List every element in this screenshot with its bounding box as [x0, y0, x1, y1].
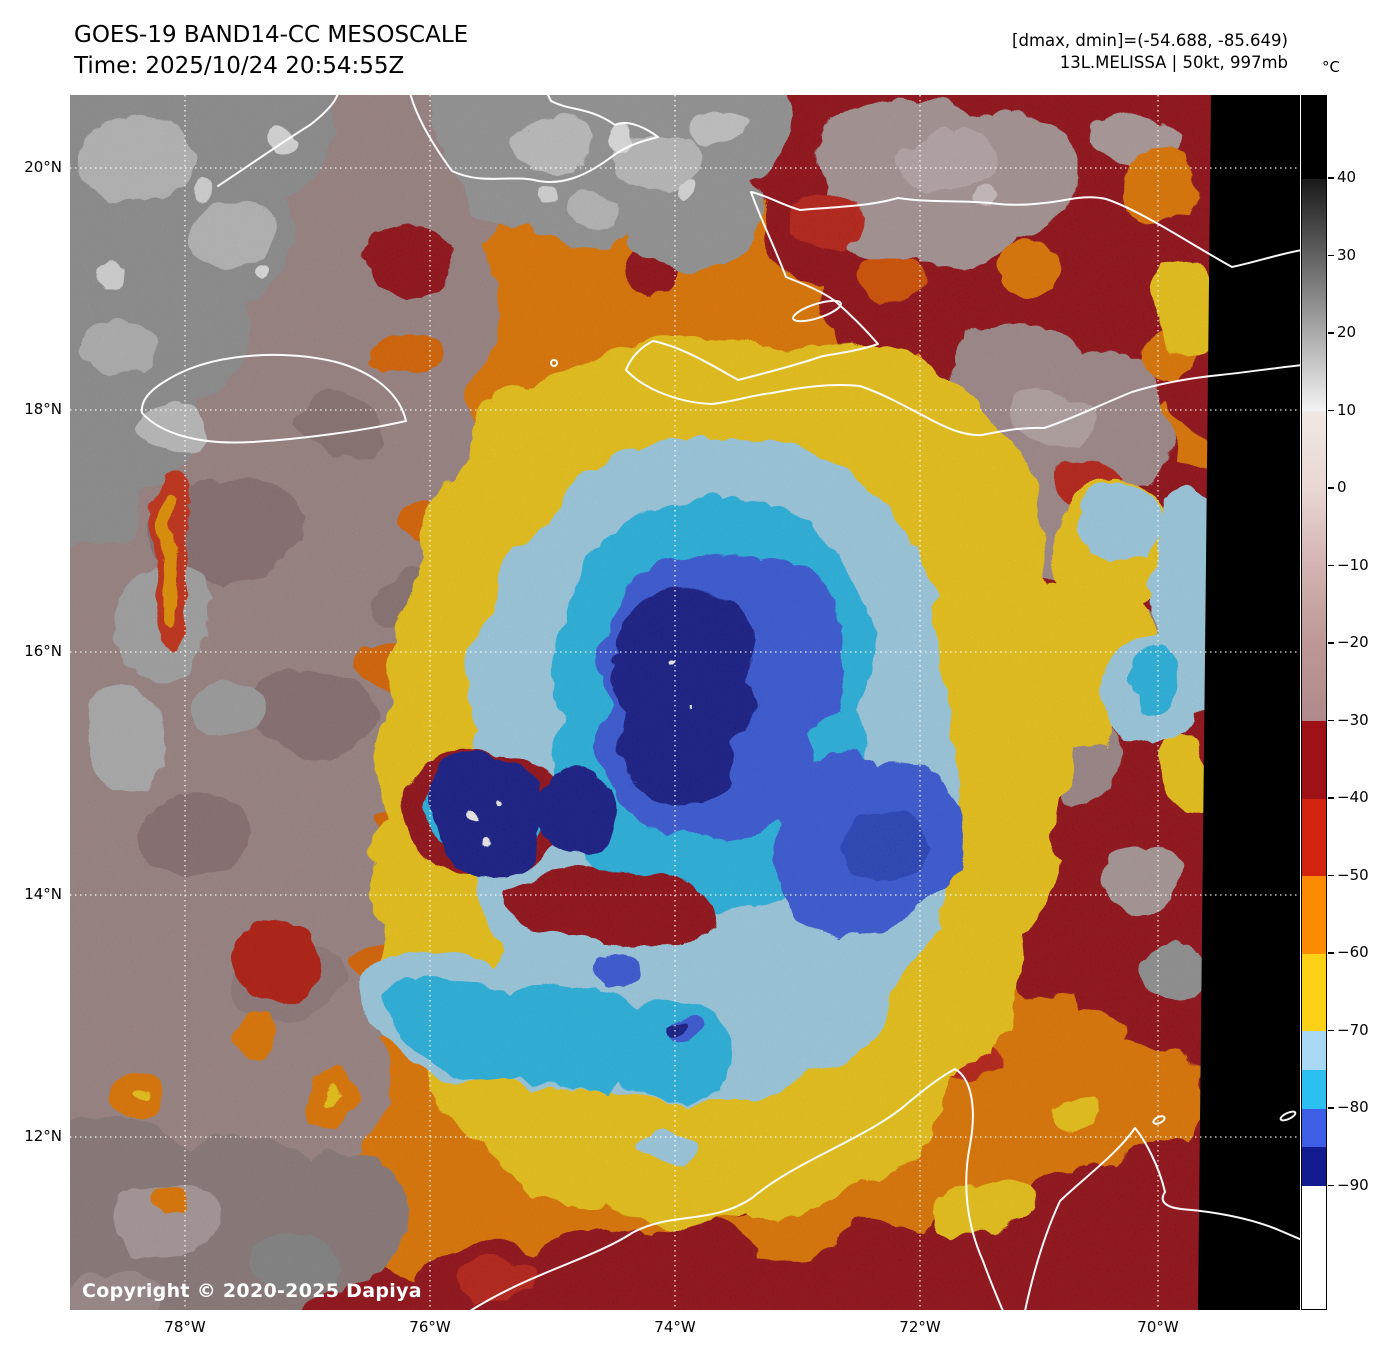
- product-time: Time: 2025/10/24 20:54:55Z: [74, 53, 405, 79]
- lon-label-76w: 76°W: [409, 1318, 451, 1336]
- colorbar-tickmark: [1328, 254, 1334, 256]
- island-curacao: [1279, 1110, 1297, 1122]
- lon-label-70w: 70°W: [1137, 1318, 1179, 1336]
- header: GOES-19 BAND14-CC MESOSCALE Time: 2025/1…: [74, 20, 468, 82]
- coastline-hispaniola-north: [625, 191, 1300, 381]
- colorbar-tickmark: [1328, 797, 1334, 799]
- lat-label-18n: 18°N: [24, 400, 62, 418]
- coastline-south-america: [469, 1068, 1300, 1310]
- colorbar-tick-minus10: −10: [1337, 555, 1369, 574]
- colorbar-tick-minus60: −60: [1337, 943, 1369, 961]
- colorbar-tickmark: [1328, 874, 1334, 876]
- island-navassa: [550, 359, 558, 367]
- colorbar-tick-30: 30: [1337, 245, 1357, 264]
- colorbar-tick-40: 40: [1337, 168, 1357, 186]
- colorbar-tickmark: [1328, 1107, 1334, 1109]
- satellite-map-canvas: Copyright © 2020-2025 Dapiya: [70, 95, 1300, 1310]
- product-title: GOES-19 BAND14-CC MESOSCALE: [74, 22, 469, 48]
- colorbar-tick-10: 10: [1337, 400, 1357, 419]
- colorbar-tickmark: [1328, 642, 1334, 644]
- readouts: [dmax, dmin]=(-54.688, -85.649) 13L.MELI…: [1012, 30, 1288, 74]
- lon-label-74w: 74°W: [654, 1318, 696, 1336]
- colorbar-tickmark: [1328, 719, 1334, 721]
- lat-label-12n: 12°N: [24, 1127, 62, 1145]
- colorbar-tickmark: [1328, 487, 1334, 489]
- colorbar-tick-minus50: −50: [1337, 865, 1369, 884]
- no-data-strip: [1198, 95, 1300, 1310]
- colorbar-tickmark: [1328, 952, 1334, 954]
- lat-label-14n: 14°N: [24, 885, 62, 903]
- colorbar-tick-minus40: −40: [1337, 788, 1369, 806]
- colorbar-tickmark: [1328, 332, 1334, 334]
- colorbar-tickmark: [1328, 177, 1334, 179]
- colorbar-tick-minus30: −30: [1337, 710, 1369, 729]
- colorbar-tick-20: 20: [1337, 323, 1357, 341]
- grain-texture-light: [70, 95, 1300, 1310]
- coastline-cuba: [217, 95, 659, 187]
- colorbar-unit-label: °C: [1322, 58, 1340, 76]
- lon-label-72w: 72°W: [899, 1318, 941, 1336]
- colorbar: [1301, 95, 1327, 1310]
- colorbar-tick-minus70: −70: [1337, 1020, 1369, 1039]
- storm-readout: 13L.MELISSA | 50kt, 997mb: [1059, 53, 1288, 72]
- colorbar-tickmark: [1328, 409, 1334, 411]
- lat-label-20n: 20°N: [24, 158, 62, 176]
- grid-lines: [70, 95, 1300, 1310]
- colorbar-tick-minus80: −80: [1337, 1098, 1369, 1116]
- coastline-jamaica: [140, 353, 407, 444]
- coastline-hispaniola-south: [625, 364, 1300, 437]
- colorbar-gradient: [1302, 96, 1326, 1309]
- copyright-label: Copyright © 2020-2025 Dapiya: [82, 1280, 422, 1302]
- colorbar-tick-minus90: −90: [1337, 1175, 1369, 1194]
- lon-label-78w: 78°W: [164, 1318, 206, 1336]
- satellite-imagery: [70, 95, 1300, 1310]
- colorbar-tick-minus20: −20: [1337, 633, 1369, 651]
- dmax-dmin-readout: [dmax, dmin]=(-54.688, -85.649): [1012, 31, 1288, 50]
- colorbar-tickmark: [1328, 1029, 1334, 1031]
- colorbar-tick-0: 0: [1337, 478, 1347, 496]
- lat-label-16n: 16°N: [24, 642, 62, 660]
- colorbar-tickmark: [1328, 1184, 1334, 1186]
- island-aruba: [1152, 1115, 1166, 1125]
- coastlines: [140, 95, 1300, 1310]
- island-gonave: [792, 299, 842, 323]
- colorbar-tickmark: [1328, 564, 1334, 566]
